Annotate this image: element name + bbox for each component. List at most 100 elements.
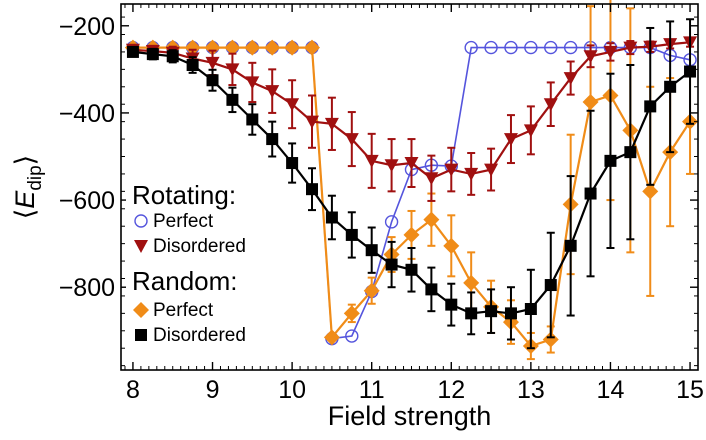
axes: 8 9 10 11 12 13 14 15 −200 −400 −600 −800: [59, 4, 704, 404]
data-point: [542, 331, 559, 348]
data-point: [226, 93, 239, 106]
data-point: [245, 76, 260, 90]
y-tick-label: −400: [59, 100, 115, 128]
data-point: [325, 211, 338, 224]
data-point: [345, 228, 358, 241]
data-point: [265, 85, 280, 99]
y-tick-label: −200: [59, 13, 115, 41]
x-tick-label: 8: [126, 376, 140, 404]
data-point: [266, 133, 279, 146]
data-point: [564, 239, 577, 252]
data-point: [365, 244, 378, 257]
data-point: [543, 98, 558, 112]
data-point: [584, 187, 597, 200]
legend-marker: [133, 302, 149, 318]
data-point: [244, 39, 261, 56]
data-point: [484, 163, 499, 177]
data-point: [324, 117, 339, 131]
data-point: [286, 157, 299, 170]
data-point: [583, 50, 598, 64]
legend-group-header: Random:: [132, 266, 238, 296]
y-axis-title-text: ⟨Edip⟩: [10, 155, 46, 219]
legend-marker: [134, 240, 148, 253]
data-point: [323, 329, 340, 346]
x-tick-label: 9: [206, 376, 220, 404]
plot-frame: [120, 3, 699, 371]
data-point: [345, 329, 359, 343]
data-point: [285, 98, 300, 112]
data-point: [306, 183, 319, 196]
legend-background: [126, 178, 276, 356]
data-point: [423, 211, 440, 228]
legend-label: Perfect: [153, 211, 214, 232]
data-point: [444, 163, 459, 177]
data-point: [504, 307, 517, 320]
data-point: [582, 94, 599, 111]
data-point: [563, 72, 578, 86]
legend-marker: [135, 329, 147, 341]
x-tick-label: 15: [676, 376, 704, 404]
x-tick-label: 12: [437, 376, 465, 404]
data-point: [524, 40, 538, 55]
y-tick-label: −800: [59, 274, 115, 302]
data-point: [425, 283, 438, 296]
data-point: [544, 40, 558, 55]
data-point: [304, 39, 321, 56]
data-point: [424, 172, 439, 186]
data-point: [403, 226, 420, 243]
legend-group-header: Rotating:: [132, 180, 236, 210]
x-tick-label: 13: [517, 376, 545, 404]
data-point: [384, 215, 399, 229]
data-point: [405, 263, 418, 276]
x-tick-label: 10: [278, 376, 306, 404]
data-point: [465, 307, 478, 320]
data-point: [385, 258, 398, 271]
data-point: [684, 65, 697, 78]
data-point: [464, 167, 479, 181]
data-point: [246, 113, 259, 126]
data-point: [624, 146, 637, 159]
data-point: [224, 39, 241, 56]
data-point: [146, 48, 159, 61]
plot-content: [124, 0, 699, 361]
data-point: [504, 40, 518, 55]
data-point: [225, 63, 240, 77]
series-rand-disordered: [126, 18, 697, 350]
data-point: [186, 59, 199, 71]
data-point: [563, 40, 578, 55]
legend-marker: [134, 214, 148, 228]
data-point: [604, 154, 617, 167]
y-axis-title: ⟨Edip⟩: [10, 155, 46, 219]
data-point: [184, 39, 201, 56]
data-point: [384, 159, 399, 173]
data-point: [206, 74, 219, 87]
x-tick-label: 14: [597, 376, 625, 404]
data-point: [664, 80, 677, 93]
data-point: [464, 40, 478, 55]
data-point: [445, 298, 458, 311]
data-point: [523, 124, 538, 138]
data-point: [364, 154, 379, 168]
data-point: [463, 274, 480, 291]
data-point: [484, 40, 498, 55]
legend-label: Disordered: [153, 325, 246, 346]
x-tick-label: 11: [359, 376, 385, 404]
legend-label: Disordered: [153, 236, 246, 257]
data-point: [524, 303, 537, 315]
data-point: [305, 115, 320, 129]
legend: Rotating:PerfectDisorderedRandom:Perfect…: [126, 178, 276, 356]
data-point: [264, 39, 281, 56]
data-point: [603, 45, 618, 59]
data-point: [642, 183, 659, 200]
data-point: [205, 56, 220, 70]
data-point: [485, 305, 498, 318]
data-point: [544, 279, 557, 292]
data-point: [344, 133, 359, 147]
data-point: [343, 305, 360, 322]
data-point: [443, 237, 460, 254]
x-axis-title: Field strength: [328, 401, 492, 431]
data-point: [644, 100, 657, 113]
data-point: [503, 133, 518, 147]
data-point: [126, 45, 139, 58]
